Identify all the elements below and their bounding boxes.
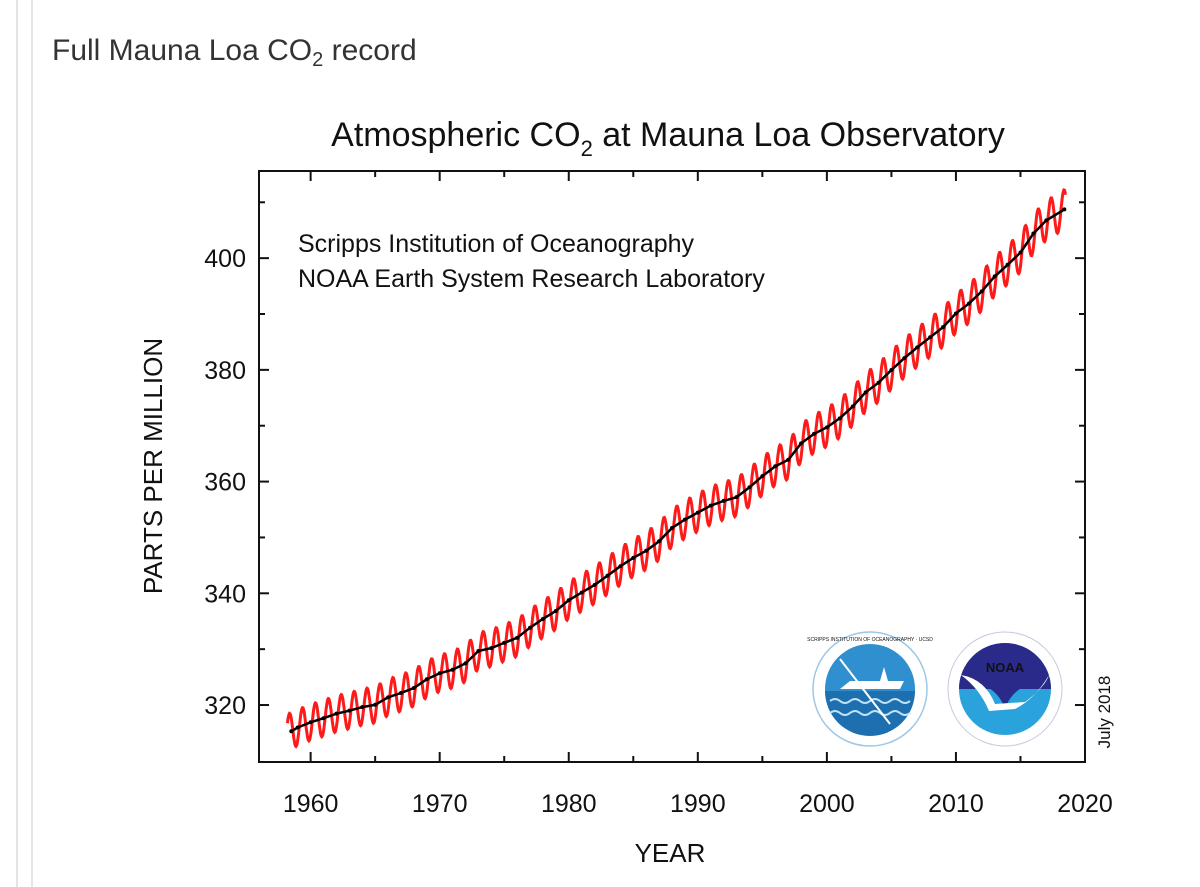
- x-tick-label: 2000: [799, 790, 855, 818]
- annual-point: [289, 729, 294, 734]
- annual-point: [386, 695, 391, 700]
- annual-point: [876, 380, 881, 385]
- annual-point: [1005, 262, 1010, 267]
- annual-point: [308, 720, 313, 725]
- annual-point: [799, 441, 804, 446]
- page-border-left: [16, 0, 18, 887]
- annual-point: [553, 608, 558, 613]
- y-axis-label: PARTS PER MILLION: [138, 338, 168, 594]
- x-tick-label: 2020: [1057, 790, 1113, 818]
- annual-point: [773, 464, 778, 469]
- annual-point: [1044, 218, 1049, 223]
- annual-point: [747, 485, 752, 490]
- annual-point: [850, 404, 855, 409]
- annual-point: [966, 301, 971, 306]
- annual-point: [631, 555, 636, 560]
- x-tick-label: 1970: [412, 790, 468, 818]
- annual-point: [1062, 207, 1067, 212]
- annual-point: [695, 510, 700, 515]
- annual-point: [398, 690, 403, 695]
- annual-point: [721, 498, 726, 503]
- annual-point: [437, 671, 442, 676]
- annual-point: [360, 705, 365, 710]
- annual-point: [566, 598, 571, 603]
- x-tick-label: 1980: [541, 790, 597, 818]
- annual-point: [760, 474, 765, 479]
- annual-point: [824, 425, 829, 430]
- annual-point: [450, 667, 455, 672]
- annual-point: [657, 539, 662, 544]
- annual-point: [734, 495, 739, 500]
- plot-frame: [258, 170, 1086, 763]
- annual-point: [411, 686, 416, 691]
- annual-point: [863, 390, 868, 395]
- annual-point: [489, 646, 494, 651]
- annual-point: [915, 345, 920, 350]
- y-tick-label: 320: [204, 692, 246, 720]
- annual-point: [540, 616, 545, 621]
- annual-point: [295, 725, 300, 730]
- x-axis-label: YEAR: [635, 838, 706, 868]
- annual-point: [373, 702, 378, 707]
- annual-point: [941, 325, 946, 330]
- annual-point: [786, 457, 791, 462]
- annual-point: [347, 708, 352, 713]
- annual-point: [605, 573, 610, 578]
- annual-point: [1031, 231, 1036, 236]
- annual-point: [708, 503, 713, 508]
- noaa-logo: NOAA: [947, 631, 1063, 747]
- annual-point: [811, 431, 816, 436]
- annual-point: [528, 625, 533, 630]
- annotation-scripps: Scripps Institution of Oceanography: [298, 230, 695, 258]
- scripps-logo-text: SCRIPPS INSTITUTION OF OCEANOGRAPHY · UC…: [807, 637, 933, 643]
- x-tick-label: 1990: [670, 790, 726, 818]
- annual-point: [682, 517, 687, 522]
- annual-point: [334, 711, 339, 716]
- annual-point: [979, 289, 984, 294]
- y-tick-label: 400: [204, 245, 246, 273]
- y-tick-label: 380: [204, 357, 246, 385]
- x-tick-label: 2010: [928, 790, 984, 818]
- section-heading: Full Mauna Loa CO2 record: [52, 34, 417, 72]
- chart-title: Atmospheric CO2 at Mauna Loa Observatory: [331, 116, 1005, 161]
- annual-point: [502, 640, 507, 645]
- annual-point: [953, 311, 958, 316]
- y-tick-label: 360: [204, 469, 246, 497]
- annual-point: [618, 564, 623, 569]
- annual-point: [579, 590, 584, 595]
- scripps-logo: SCRIPPS INSTITUTION OF OCEANOGRAPHY · UC…: [807, 631, 933, 747]
- annual-point: [476, 648, 481, 653]
- noaa-logo-text: NOAA: [986, 660, 1025, 675]
- annual-point: [592, 583, 597, 588]
- page-border-inner: [31, 0, 33, 887]
- annotation-noaa: NOAA Earth System Research Laboratory: [298, 265, 765, 293]
- date-stamp: July 2018: [1095, 676, 1114, 749]
- annual-point: [463, 661, 468, 666]
- annual-point: [321, 716, 326, 721]
- annual-point: [889, 367, 894, 372]
- heading-tail: record: [323, 34, 417, 67]
- annual-point: [424, 677, 429, 682]
- annual-point: [644, 548, 649, 553]
- annual-point: [837, 416, 842, 421]
- annual-point: [928, 335, 933, 340]
- annual-point: [515, 635, 520, 640]
- x-tick-label: 1960: [283, 790, 339, 818]
- annual-point: [992, 274, 997, 279]
- annual-point: [902, 356, 907, 361]
- annual-point: [1018, 250, 1023, 255]
- heading-text: Full Mauna Loa CO: [52, 34, 313, 67]
- series-monthly-mean: [285, 188, 1067, 749]
- heading-subscript: 2: [312, 49, 324, 71]
- annual-point: [670, 526, 674, 531]
- y-tick-label: 340: [204, 580, 246, 608]
